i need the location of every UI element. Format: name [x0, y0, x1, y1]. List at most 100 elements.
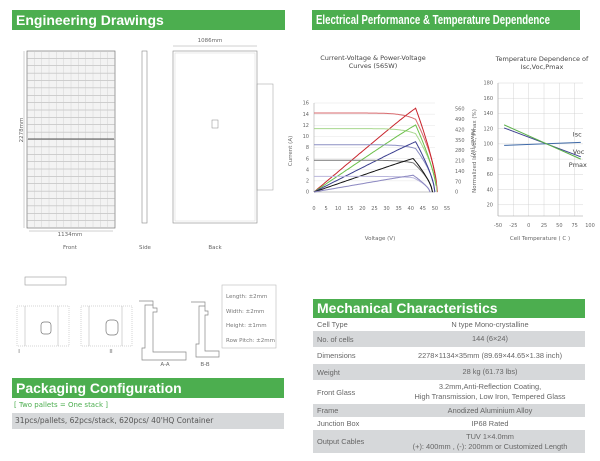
back-width-dimension: 1086mm: [197, 38, 223, 44]
iv-ytick-label: 12: [303, 123, 309, 129]
detail-label-i: I: [18, 349, 20, 355]
temp-ytick-label: 20: [487, 202, 493, 208]
iv-ytick-label: 2: [306, 179, 309, 185]
iv-y2tick-label: 280: [455, 148, 465, 154]
row-label: Weight: [317, 367, 340, 377]
iv-y2tick-label: 70: [455, 179, 461, 185]
iv-y2tick-label: 210: [455, 159, 465, 165]
iv-chart-title: Current-Voltage & Power-Voltage Curves (…: [320, 54, 426, 70]
iv-xtick-label: 35: [395, 206, 401, 212]
temp-ytick-label: 80: [487, 157, 493, 163]
electrical-header: Electrical Performance & Temperature Dep…: [312, 10, 580, 30]
iv-xtick-label: 20: [359, 206, 365, 212]
row-label: Front Glass: [317, 387, 356, 397]
temp-series-label-isc: Isc: [573, 130, 582, 138]
iv-current-curve: [314, 112, 438, 193]
iv-chart-xlabel: Voltage (V): [364, 236, 396, 242]
iv-xtick-label: 0: [312, 206, 315, 212]
temp-ytick-label: 100: [483, 142, 493, 148]
row-value-line: 144 (6×24): [472, 334, 508, 343]
row-value: N type Mono-crystalline: [401, 320, 585, 330]
panel-front-drawing: [23, 45, 274, 232]
iv-current-curve: [314, 144, 436, 193]
iv-xtick-label: 15: [347, 206, 353, 212]
temp-xtick-label: 100: [585, 223, 595, 229]
row-value-line: TUV 1×4.0mm: [466, 431, 514, 441]
iv-current-curve: [314, 175, 431, 193]
row-label: No. of cells: [317, 334, 354, 344]
row-label: Output Cables: [317, 437, 365, 446]
row-value-line-2: (+): 400mm , (-): 200mm or Customized Le…: [412, 441, 568, 451]
temp-xtick-label: -50: [494, 223, 502, 229]
row-label: Junction Box: [317, 419, 360, 428]
temp-ytick-label: 160: [483, 96, 493, 102]
electrical-title: Electrical Performance & Temperature Dep…: [316, 12, 551, 27]
iv-ytick-label: 8: [306, 145, 309, 151]
frame-detail-drawings: [16, 276, 277, 361]
engineering-drawings-title: Engineering Drawings: [16, 12, 164, 28]
row-value-line: N type Mono-crystalline: [451, 319, 529, 329]
row-value: 28 kg (61.73 lbs): [401, 367, 585, 377]
iv-ytick-label: 4: [306, 167, 309, 173]
detail-label-ii: II: [109, 349, 113, 355]
side-panel-outline: [141, 50, 148, 224]
tolerance-list: Length: ±2mm Width: ±2mm Height: ±1mm Ro…: [226, 290, 275, 348]
iv-xtick-label: 55: [444, 206, 450, 212]
mechanical-title: Mechanical Characteristics: [317, 300, 498, 316]
iv-xtick-label: 25: [371, 206, 377, 212]
iv-xtick-label: 50: [432, 206, 438, 212]
mechanical-row: Dimensions 2278×1134×35mm (89.69×44.65×1.…: [313, 348, 585, 363]
temp-xtick-label: 50: [556, 223, 562, 229]
row-value-line: Anodized Aluminium Alloy: [447, 405, 533, 415]
iv-ytick-label: 0: [306, 190, 309, 196]
row-value-line: IP68 Rated: [471, 418, 509, 428]
temp-series-label-voc: Voc: [573, 148, 585, 156]
row-value-line: 28 kg (61.73 lbs): [462, 367, 518, 376]
iv-ytick-label: 6: [306, 156, 309, 162]
temp-ytick-label: 180: [483, 81, 493, 87]
row-label: Frame: [317, 406, 339, 415]
temp-chart-title: Temperature Dependence of Isc,Voc,Pmax: [495, 55, 589, 71]
temp-ytick-label: 60: [487, 172, 493, 178]
tolerance-row-pitch: Row Pitch: ±2mm: [226, 337, 276, 344]
iv-y2tick-label: 0: [455, 190, 458, 196]
iv-y2tick-label: 420: [455, 127, 465, 133]
iv-power-curve: [313, 107, 438, 193]
iv-ytick-label: 14: [303, 112, 309, 118]
temp-chart-xlabel: Cell Temperature ( C ): [509, 236, 571, 242]
back-view-label: Back: [208, 245, 222, 251]
mechanical-row: Frame Anodized Aluminium Alloy: [313, 404, 585, 417]
side-view-label: Side: [139, 245, 151, 251]
iv-power-curve: [313, 141, 436, 193]
row-value-line-2: High Transmission, Low Iron, Tempered Gl…: [414, 392, 566, 401]
temp-xtick-label: 0: [527, 223, 530, 229]
front-width-dimension: 1134mm: [57, 232, 83, 238]
row-value: 144 (6×24): [401, 334, 585, 344]
mechanical-row: Junction Box IP68 Rated: [313, 417, 585, 430]
mechanical-row: Weight 28 kg (61.73 lbs): [313, 364, 585, 380]
iv-xtick-label: 10: [335, 206, 341, 212]
iv-ytick-label: 10: [303, 134, 309, 140]
tolerance-length: Length: ±2mm: [226, 294, 268, 300]
temp-ytick-label: 140: [483, 111, 493, 117]
iv-y2tick-label: 350: [455, 138, 465, 144]
iv-y2tick-label: 490: [455, 117, 465, 123]
row-value-line: 2278×1134×35mm (89.69×44.65×1.38 inch): [417, 350, 563, 360]
row-value-line: 3.2mm,Anti-Reflection Coating,: [438, 382, 542, 391]
iv-current-curve: [314, 159, 434, 193]
temp-ytick-label: 40: [487, 187, 493, 193]
back-rail: [256, 83, 274, 191]
iv-y2tick-label: 140: [455, 169, 465, 175]
iv-power-curve: [313, 174, 431, 193]
iv-y2tick-label: 560: [455, 107, 465, 113]
row-value: IP68 Rated: [401, 419, 585, 429]
temp-xtick-label: 75: [571, 223, 577, 229]
detail-label-a-a: A-A: [160, 362, 170, 368]
packaging-title: Packaging Configuration: [16, 380, 182, 396]
row-value: 3.2mm,Anti-Reflection Coating, High Trans…: [401, 382, 585, 402]
packaging-header: Packaging Configuration: [12, 378, 284, 398]
mechanical-row: No. of cells 144 (6×24): [313, 331, 585, 347]
tolerance-width: Width: ±2mm: [226, 308, 265, 315]
